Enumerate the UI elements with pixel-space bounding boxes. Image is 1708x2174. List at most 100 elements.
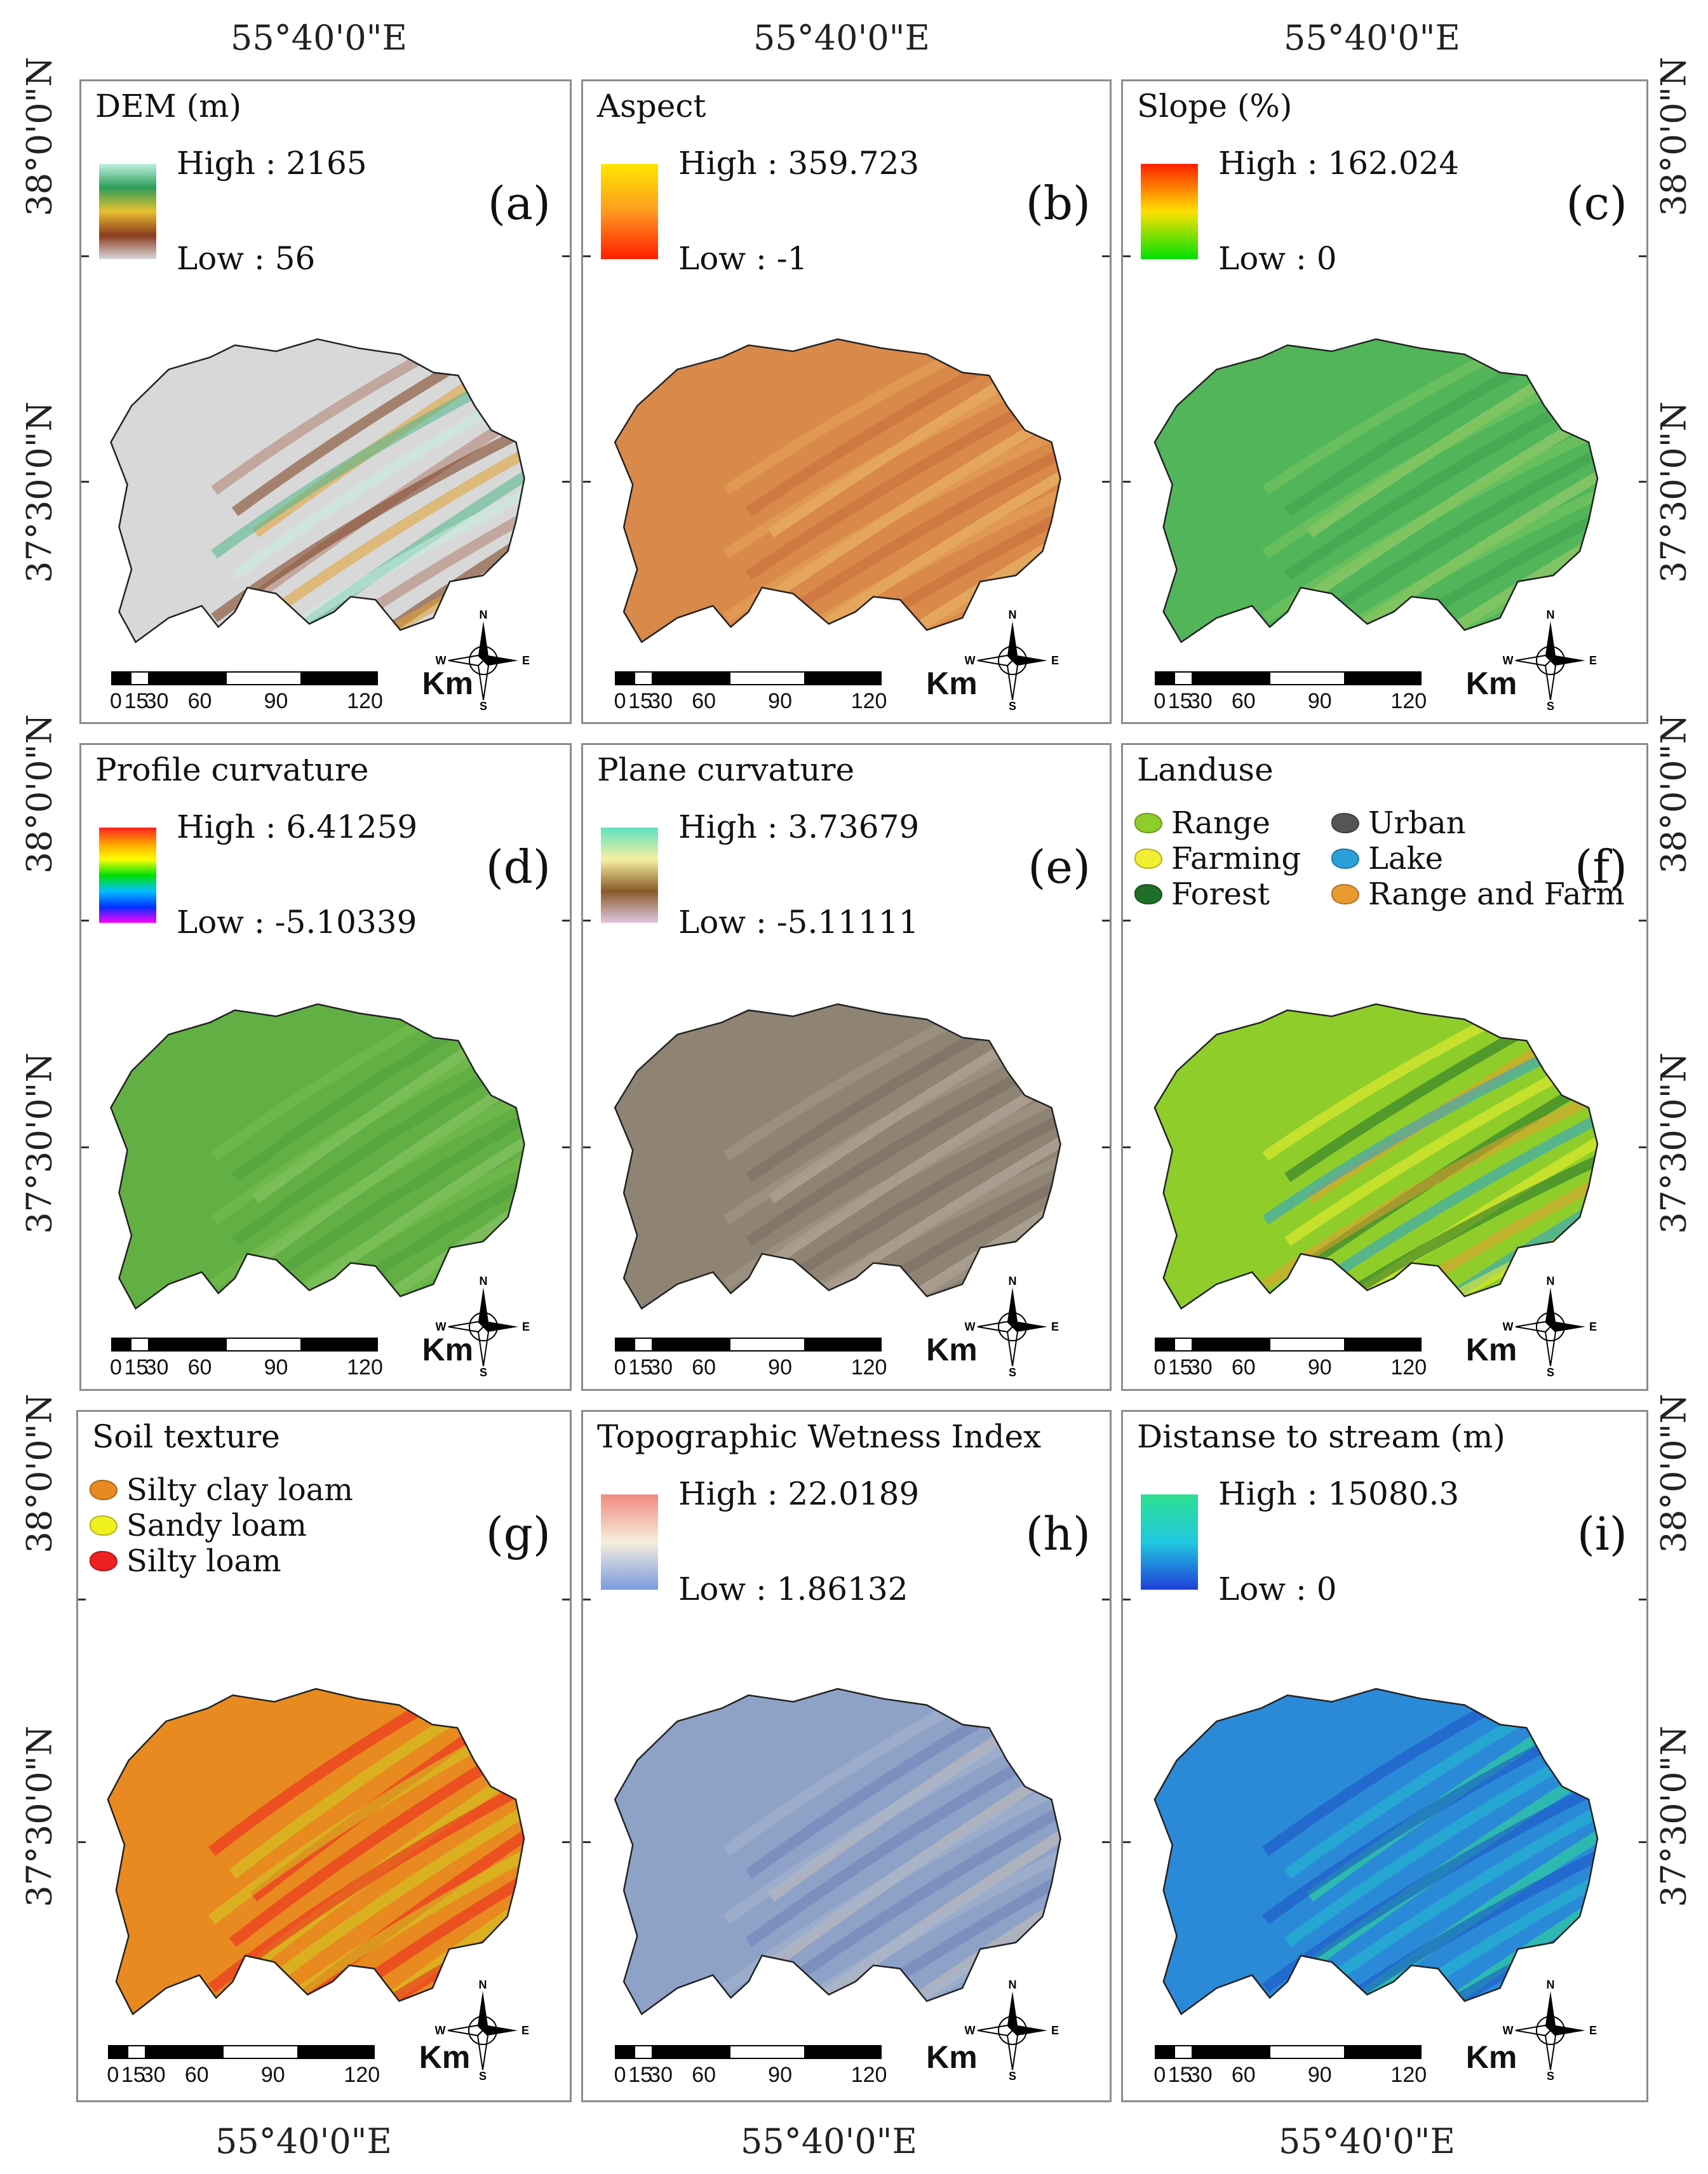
- frame-tick: [583, 1599, 591, 1601]
- scale-bar-tick-label: 120: [1390, 1355, 1427, 1380]
- scale-bar-segment: [653, 671, 673, 685]
- legend-color-ramp: [601, 828, 658, 923]
- scale-bar-tick-label: 30: [1188, 688, 1213, 713]
- scale-bar-tick-label: 30: [141, 2063, 166, 2088]
- frame-tick: [583, 255, 591, 258]
- frame-tick: [1639, 1146, 1646, 1149]
- legend-high-value: High : 162.024: [1218, 145, 1460, 182]
- scale-bar-unit: Km: [926, 665, 978, 701]
- scale-bar-tick-label: 0: [1153, 688, 1166, 713]
- map-panel-d: Profile curvature (d) High : 6.41259 Low : …: [79, 743, 572, 1391]
- scale-bar-tick-label: 120: [851, 2063, 887, 2088]
- frame-tick: [1102, 255, 1110, 258]
- scale-bar-segment: [805, 1338, 882, 1352]
- frame-tick: [562, 481, 570, 483]
- scale-bar-tick-label: 15: [628, 1355, 653, 1380]
- latitude-label-left-2: 37°30'0"N: [19, 401, 60, 583]
- scale-bar-tick-label: 0: [614, 688, 626, 713]
- scale-bar-segment: [1268, 671, 1345, 685]
- basin-map: [614, 338, 1061, 643]
- compass-n-label: N: [1546, 1980, 1554, 1991]
- compass-w-label: W: [1503, 2024, 1514, 2037]
- scale-bar-segment: [615, 671, 635, 685]
- frame-tick: [81, 920, 89, 922]
- frame-tick: [1102, 1841, 1110, 1843]
- compass-n-label: N: [480, 1276, 488, 1287]
- scale-bar-unit: Km: [1465, 665, 1517, 701]
- compass-w-label: W: [436, 1320, 447, 1333]
- compass-e-label: E: [521, 2024, 529, 2037]
- frame-tick: [1123, 1599, 1131, 1601]
- frame-tick: [1639, 481, 1646, 483]
- scale-bar-segment: [672, 671, 692, 685]
- frame-tick: [562, 1599, 570, 1601]
- frame-tick: [1123, 1841, 1131, 1843]
- frame-tick: [583, 920, 591, 922]
- compass-n-label: N: [480, 610, 488, 621]
- scale-bar-segment: [225, 671, 302, 685]
- legend-item: Farming: [1134, 841, 1325, 876]
- compass-n-label: N: [1009, 1980, 1017, 1991]
- legend-item: Silty loam: [90, 1543, 353, 1579]
- scale-bar-segment: [1192, 1338, 1212, 1352]
- frame-tick: [1123, 481, 1131, 483]
- panel-label: (d): [485, 840, 551, 894]
- frame-tick: [1123, 920, 1131, 922]
- scale-bar: 0 15 30 60 90 120 Km: [614, 666, 1021, 722]
- legend-high-value: High : 22.0189: [678, 1475, 920, 1512]
- scale-bar-segment: [1268, 1338, 1345, 1352]
- legend-swatch: [1134, 813, 1162, 833]
- legend-item-label: Farming: [1171, 841, 1301, 876]
- scale-bar-tick-label: 30: [144, 1355, 169, 1380]
- scale-bar-tick-label: 120: [347, 688, 383, 713]
- scale-bar-segment: [1154, 671, 1174, 685]
- compass-w-label: W: [1503, 1320, 1514, 1333]
- scale-bar-unit: Km: [1465, 1332, 1517, 1368]
- scale-bar-segment: [634, 1338, 654, 1352]
- legend-swatch: [1331, 884, 1359, 904]
- scale-bar-segment: [1173, 1338, 1193, 1352]
- scale-bar-tick-label: 90: [264, 1355, 288, 1380]
- panel-label: (f): [1575, 840, 1627, 894]
- map-panel-e: Plane curvature (e) High : 3.73679 Low : -5…: [581, 743, 1112, 1391]
- latitude-label-right-4: 37°30'0"N: [1653, 1052, 1694, 1234]
- compass-w-label: W: [965, 654, 976, 667]
- scale-bar-segment: [168, 1338, 187, 1352]
- scale-bar-segment: [1345, 1338, 1422, 1352]
- scale-bar-segment: [107, 2045, 127, 2060]
- compass-e-label: E: [1051, 1320, 1059, 1333]
- north-arrow-compass-icon: N S W E: [965, 1978, 1060, 2083]
- legend-swatch: [1134, 884, 1162, 904]
- panel-title: Profile curvature: [95, 751, 369, 788]
- scale-bar-segment: [729, 1338, 806, 1352]
- latitude-label-left-4: 37°30'0"N: [19, 1052, 60, 1234]
- scale-bar-segment: [149, 1338, 168, 1352]
- scale-bar-segment: [1230, 671, 1269, 685]
- legend-swatch: [90, 1480, 118, 1500]
- legend-item-label: Range: [1171, 805, 1270, 841]
- panel-label: (i): [1577, 1507, 1627, 1560]
- basin-map: [110, 1003, 525, 1310]
- compass-s-label: S: [1009, 700, 1016, 711]
- scale-bar-segment: [222, 2045, 299, 2060]
- compass-w-label: W: [965, 1320, 976, 1333]
- legend-low-value: Low : 0: [1218, 240, 1337, 277]
- frame-tick: [1639, 920, 1646, 922]
- basin-map: [1153, 1003, 1599, 1310]
- latitude-label-left-6: 37°30'0"N: [19, 1726, 60, 1907]
- scale-bar-segment: [298, 2045, 375, 2060]
- legend-item-label: Forest: [1171, 876, 1270, 912]
- scale-bar-tick-label: 90: [768, 2063, 793, 2088]
- north-arrow-compass-icon: N S W E: [436, 1275, 531, 1379]
- legend-low-value: Low : -5.11111: [678, 904, 919, 941]
- legend-color-ramp: [1141, 1494, 1198, 1590]
- basin-map: [107, 1688, 525, 2016]
- legend-high-value: High : 2165: [177, 145, 367, 182]
- scale-bar-segment: [1154, 2045, 1174, 2060]
- scale-bar: 0 15 30 60 90 120 Km: [110, 1332, 518, 1388]
- scale-bar-segment: [653, 1338, 673, 1352]
- scale-bar-tick-label: 0: [1153, 2063, 1166, 2088]
- frame-tick: [562, 1841, 570, 1843]
- scale-bar-tick-label: 0: [107, 2063, 119, 2088]
- scale-bar: 0 15 30 60 90 120 Km: [1153, 666, 1561, 722]
